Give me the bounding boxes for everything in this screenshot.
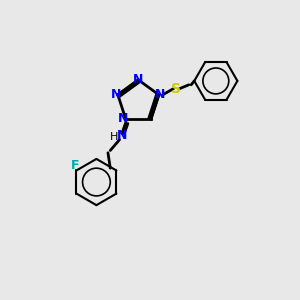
Text: N: N [155,88,166,101]
Text: S: S [171,82,181,96]
Text: H: H [110,132,118,142]
Text: F: F [70,159,79,172]
Text: N: N [117,129,127,142]
Text: N: N [133,74,143,86]
Text: N: N [118,112,129,125]
Text: N: N [111,88,122,101]
